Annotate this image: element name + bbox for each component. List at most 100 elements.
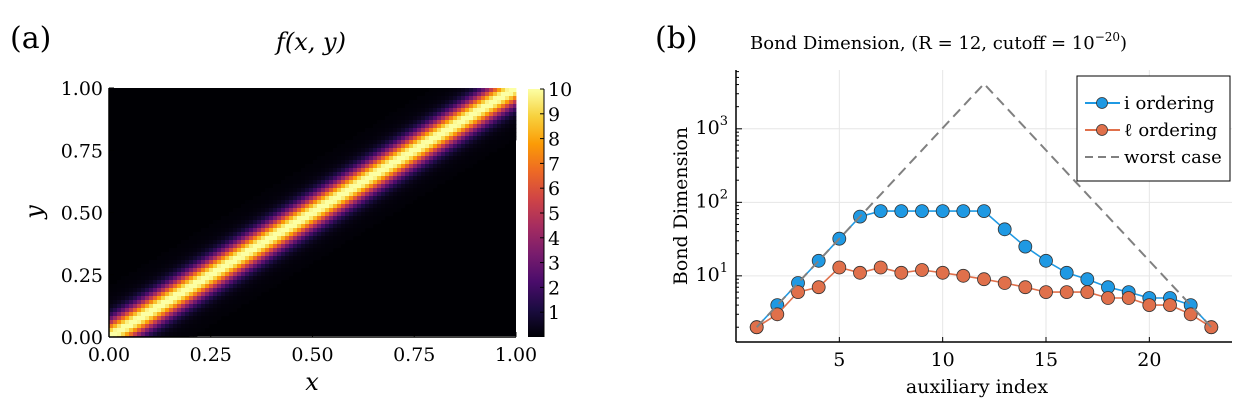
heatmap-cell: [253, 200, 258, 205]
heatmap-cell: [441, 96, 446, 101]
heatmap-cell: [141, 272, 146, 277]
heatmap-cell: [165, 332, 170, 337]
heatmap-cell: [441, 152, 446, 157]
heatmap-cell: [501, 136, 506, 141]
heatmap-cell: [353, 172, 358, 177]
heatmap-cell: [313, 252, 318, 257]
heatmap-cell: [181, 244, 186, 249]
heatmap-cell: [149, 312, 154, 317]
heatmap-cell: [193, 292, 198, 297]
heatmap-cell: [397, 200, 402, 205]
heatmap-cell: [337, 224, 342, 229]
heatmap-cell: [269, 268, 274, 273]
heatmap-cell: [405, 132, 410, 137]
heatmap-cell: [285, 240, 290, 245]
heatmap-cell: [317, 208, 322, 213]
heatmap-cell: [385, 180, 390, 185]
bond-x-tick-label: 10: [931, 349, 955, 371]
heatmap-cell: [449, 172, 454, 177]
heatmap-cell: [249, 228, 254, 233]
heatmap-cell: [349, 180, 354, 185]
heatmap-cell: [445, 144, 450, 149]
heatmap-cell: [425, 152, 430, 157]
heatmap-cell: [189, 328, 194, 333]
heatmap-cell: [261, 288, 266, 293]
heatmap-cell: [349, 160, 354, 165]
heatmap-cell: [165, 268, 170, 273]
heatmap-cell: [245, 228, 250, 233]
heatmap-cell: [501, 92, 506, 97]
heatmap-cell: [337, 204, 342, 209]
heatmap-cell: [233, 292, 238, 297]
heatmap-cell: [497, 124, 502, 129]
heatmap-cell: [245, 204, 250, 209]
heatmap-cell: [413, 172, 418, 177]
heatmap-cell: [377, 208, 382, 213]
heatmap-x-tick-label: 0.00: [88, 344, 130, 366]
heatmap-cell: [265, 280, 270, 285]
heatmap-cell: [397, 120, 402, 125]
heatmap-cell: [273, 252, 278, 257]
bond-y-tick-label: 103: [696, 114, 728, 139]
heatmap-cell: [481, 96, 486, 101]
heatmap-cell: [165, 288, 170, 293]
heatmap-cell: [409, 172, 414, 177]
heatmap-cell: [193, 260, 198, 265]
heatmap-cell: [249, 268, 254, 273]
heatmap-cell: [369, 168, 374, 173]
heatmap-cell: [289, 216, 294, 221]
heatmap-cell: [233, 224, 238, 229]
heatmap-cell: [405, 184, 410, 189]
heatmap-cell: [189, 296, 194, 301]
heatmap-cell: [169, 272, 174, 277]
heatmap-cell: [357, 196, 362, 201]
heatmap-cell: [393, 200, 398, 205]
heatmap-cell: [453, 112, 458, 117]
heatmap-cell: [213, 236, 218, 241]
heatmap-x-label: x: [305, 368, 319, 396]
heatmap-cell: [273, 260, 278, 265]
heatmap-cell: [477, 96, 482, 101]
heatmap-cell: [469, 104, 474, 109]
heatmap-cell: [197, 316, 202, 321]
heatmap-cell: [405, 164, 410, 169]
series-point-1: [1080, 285, 1095, 300]
heatmap-cell: [213, 296, 218, 301]
series-point-1: [1183, 307, 1198, 322]
heatmap-cell: [273, 284, 278, 289]
heatmap-cell: [397, 112, 402, 117]
heatmap-cell: [245, 296, 250, 301]
heatmap-cell: [201, 232, 206, 237]
heatmap-cell: [181, 264, 186, 269]
heatmap-cell: [393, 156, 398, 161]
heatmap-cell: [465, 116, 470, 121]
heatmap-cell: [241, 296, 246, 301]
heatmap-cell: [453, 152, 458, 157]
heatmap-cell: [469, 100, 474, 105]
heatmap-cell: [345, 176, 350, 181]
heatmap-cell: [289, 232, 294, 237]
heatmap-cell: [389, 208, 394, 213]
heatmap-cell: [269, 284, 274, 289]
heatmap-cell: [269, 232, 274, 237]
heatmap-cell: [461, 156, 466, 161]
heatmap-cell: [413, 180, 418, 185]
heatmap-cell: [301, 212, 306, 217]
heatmap-cell: [337, 164, 342, 169]
heatmap-cell: [305, 204, 310, 209]
heatmap-cell: [249, 216, 254, 221]
heatmap-cell: [385, 168, 390, 173]
heatmap-cell: [489, 144, 494, 149]
heatmap-cell: [305, 164, 310, 169]
heatmap-cell: [209, 308, 214, 313]
heatmap-cell: [305, 252, 310, 257]
heatmap-cell: [385, 116, 390, 121]
heatmap-cell: [329, 188, 334, 193]
heatmap-cell: [169, 332, 174, 337]
heatmap-cell: [177, 252, 182, 257]
heatmap-cell: [273, 232, 278, 237]
heatmap-cell: [177, 272, 182, 277]
heatmap-cell: [501, 112, 506, 117]
heatmap-cell: [233, 304, 238, 309]
heatmap-cell: [205, 308, 210, 313]
